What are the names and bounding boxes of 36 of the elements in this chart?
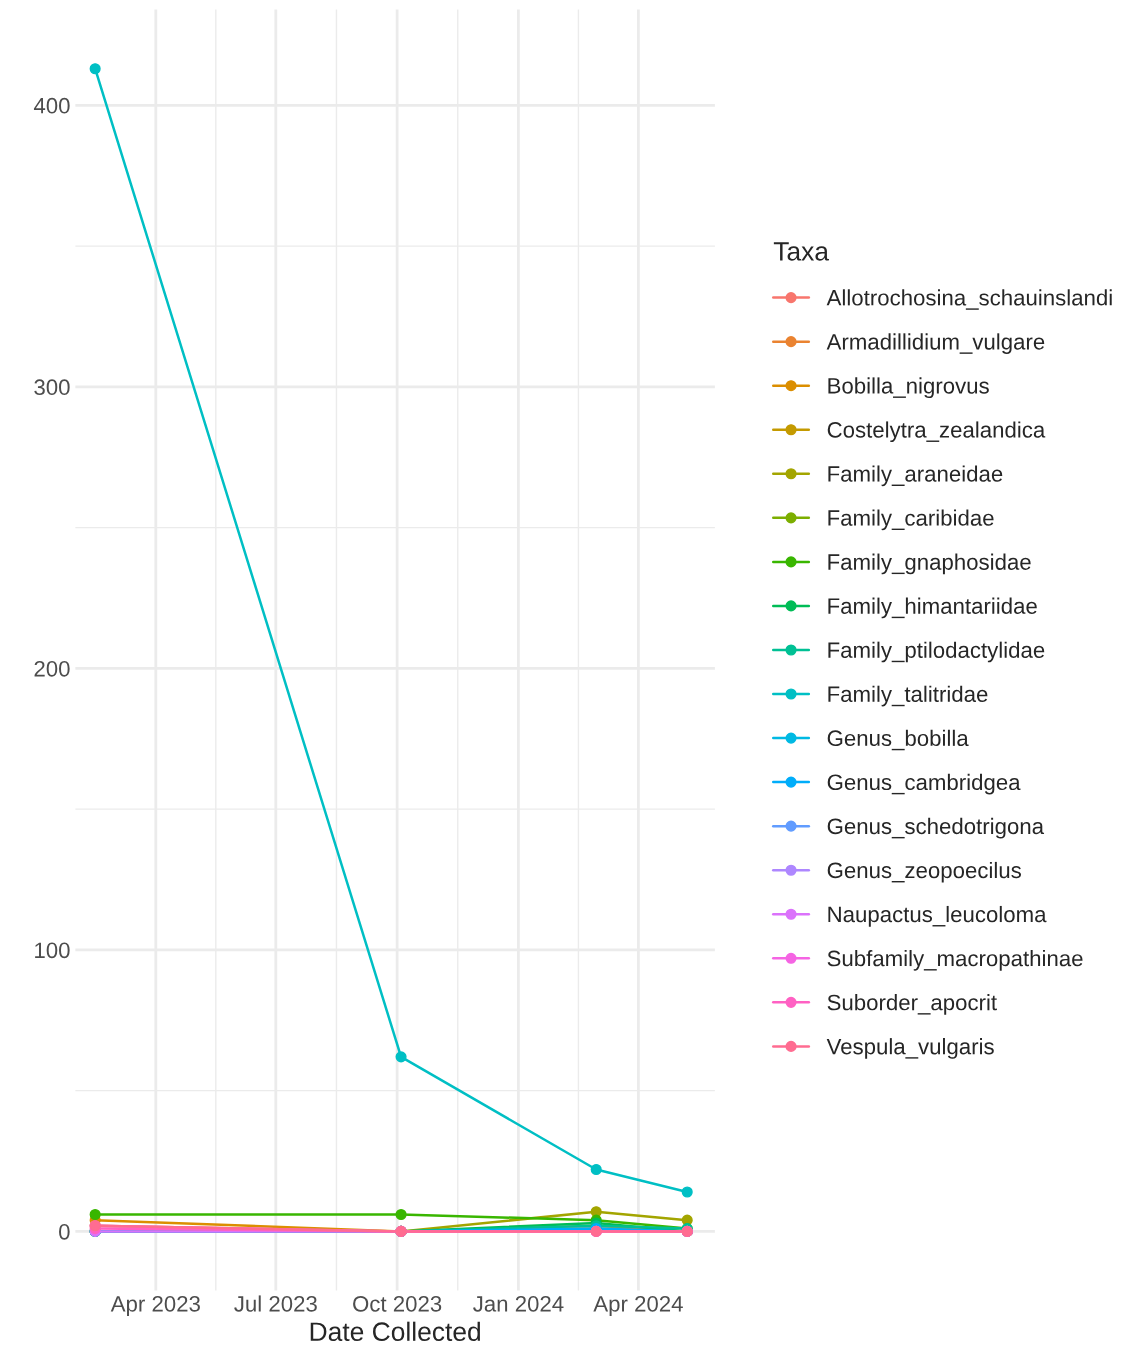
point: [89, 63, 101, 75]
x-tick-label: Apr 2023: [110, 1295, 200, 1317]
legend-label: Family_ptilodactylidae: [828, 641, 1045, 663]
y-tick-label: 200: [34, 660, 70, 677]
legend-label: Vespula_vulgaris: [826, 1038, 994, 1059]
legend-label: Bobilla_nigrovus: [828, 377, 989, 399]
legend-label: Genus_zeopoecilus: [827, 861, 1021, 883]
y-tick-label: 400: [33, 97, 70, 114]
point: [590, 1163, 602, 1176]
y-tick-label: 0: [59, 1223, 70, 1240]
legend-label: Family_gnaphosidae: [828, 553, 1031, 575]
legend-label: Genus_schedotrigona: [827, 817, 1045, 839]
legend-label: Armadillidium_vulgare: [826, 333, 1045, 355]
y-tick-label: 300: [34, 379, 70, 396]
legend-label: Family_araneidae: [828, 465, 1003, 487]
legend-label: Suborder_apocrit: [827, 994, 997, 1015]
legend-label: Genus_cambridgea: [827, 773, 1021, 795]
legend-label: Genus_bobilla: [827, 729, 969, 751]
y-tick-label: 100: [35, 942, 70, 959]
legend-label: Allotrochosina_schauinslandi: [826, 289, 1112, 310]
x-axis-title: Date Collected: [310, 1321, 480, 1342]
legend-label: Subfamily_macropathinae: [827, 949, 1083, 971]
x-tick-label: Jul 2023: [234, 1295, 317, 1312]
legend-label: Naupactus_leucoloma: [828, 905, 1047, 927]
legend-title: Taxa: [773, 242, 829, 261]
x-tick-label: Oct 2023: [353, 1295, 442, 1312]
point: [395, 1051, 407, 1063]
legend-label: Costelytra_zealandica: [827, 421, 1046, 443]
legend-label: Family_talitridae: [828, 685, 988, 707]
point: [681, 1186, 693, 1198]
point: [89, 1208, 101, 1221]
x-tick-label: Apr 2024: [593, 1295, 683, 1317]
legend-label: Family_himantariidae: [828, 597, 1037, 619]
x-tick-label: Jan 2024: [473, 1295, 564, 1312]
point: [395, 1208, 407, 1221]
legend-label: Family_caribidae: [828, 509, 994, 531]
